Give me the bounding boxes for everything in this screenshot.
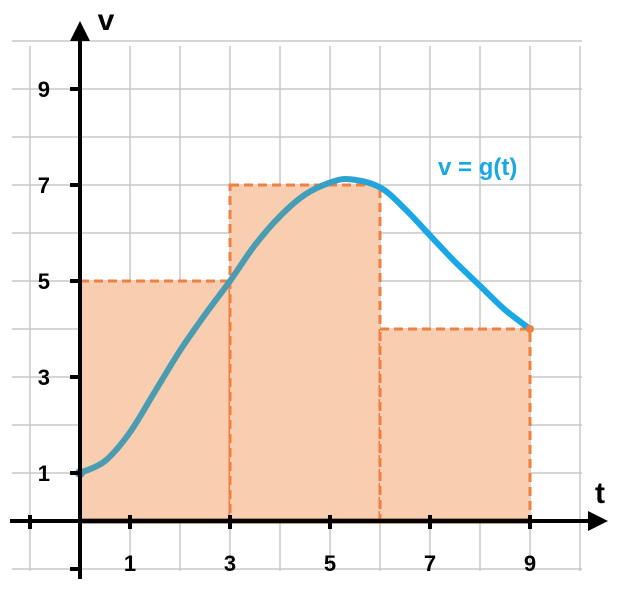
- riemann-rectangle-1: [78, 279, 232, 523]
- y-tick-label: 3: [38, 365, 50, 390]
- y-axis-arrow: [70, 21, 90, 41]
- rectangles: [78, 183, 532, 524]
- x-tick-label: 9: [524, 551, 536, 576]
- x-tick-label: 7: [424, 551, 436, 576]
- y-tick-label: 1: [38, 461, 50, 486]
- riemann-rectangle-2: [228, 183, 382, 523]
- x-axis-label: t: [595, 477, 605, 510]
- x-tick-label: 5: [324, 551, 336, 576]
- x-tick-label: 1: [124, 551, 136, 576]
- y-axis-label: v: [98, 4, 115, 37]
- y-tick-label: 9: [38, 77, 50, 102]
- axes: [10, 21, 608, 579]
- labels: t v v = g(t) 1 3 5 7 9 1 3 5 7 9: [38, 4, 605, 576]
- curve-g-of-t: [77, 176, 533, 476]
- y-tick-label: 5: [38, 269, 50, 294]
- riemann-rectangle-3: [378, 327, 532, 523]
- y-tick-label: 7: [38, 173, 50, 198]
- x-tick-label: 3: [224, 551, 236, 576]
- curve-label: v = g(t): [438, 154, 517, 181]
- curve-end-point: [526, 325, 534, 333]
- x-axis-arrow: [588, 511, 608, 531]
